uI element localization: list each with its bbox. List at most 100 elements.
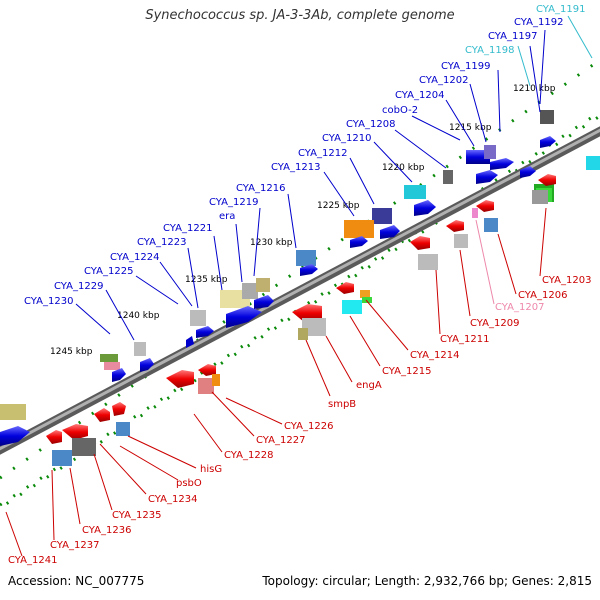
- top-gene-labels: CYA_1191 CYA_1192 CYA_1197 CYA_1198 CYA_…: [24, 4, 585, 307]
- gene-feature: [104, 362, 120, 370]
- gene-label: psbO: [176, 478, 202, 489]
- gene-label: CYA_1237: [50, 540, 99, 551]
- bottom-leader-lines: [5, 207, 547, 557]
- gene-feature: [404, 185, 426, 199]
- genome-backbone: [0, 126, 600, 455]
- gene-arrow: [62, 424, 88, 440]
- gene-arrow: [350, 236, 368, 248]
- gene-label: CYA_1203: [542, 275, 591, 286]
- gene-label: CYA_1236: [82, 525, 131, 536]
- gene-label: CYA_1219: [209, 197, 258, 208]
- gene-label: CYA_1226: [284, 421, 333, 432]
- gene-feature: [52, 450, 72, 466]
- gene-feature: [362, 297, 372, 303]
- gene-feature: [344, 220, 374, 238]
- kbp-tick-labels: 1210 kbp 1215 kbp 1220 kbp 1225 kbp 1230…: [50, 84, 556, 357]
- gene-arrow: [300, 264, 318, 276]
- gene-label: CYA_1216: [236, 183, 285, 194]
- tick-label: 1225 kbp: [317, 201, 360, 211]
- gene-arrow: [94, 408, 110, 422]
- gene-label: CYA_1241: [8, 555, 57, 566]
- gene-feature: [484, 218, 498, 232]
- gene-label: engA: [356, 380, 382, 391]
- top-leader-lines: [75, 15, 593, 341]
- gene-feature: [472, 208, 478, 218]
- gene-label: CYA_1223: [137, 237, 186, 248]
- gene-feature: [454, 234, 468, 248]
- gene-label: CYA_1207: [495, 302, 544, 313]
- gene-arrow: [490, 158, 514, 170]
- gene-arrow: [198, 364, 216, 376]
- gene-feature: [116, 422, 130, 436]
- gene-feature: [134, 342, 146, 356]
- gene-label: CYA_1227: [256, 435, 305, 446]
- gene-feature: [418, 254, 438, 270]
- gene-label: era: [219, 211, 235, 222]
- gene-label: CYA_1213: [271, 162, 320, 173]
- tick-label: 1240 kbp: [117, 311, 160, 321]
- gene-feature: [100, 354, 118, 362]
- gene-arrow: [0, 426, 30, 446]
- gene-feature: [586, 156, 600, 170]
- map-title: Synechococcus sp. JA-3-3Ab, complete gen…: [145, 8, 455, 23]
- gene-arrow: [112, 368, 126, 382]
- tick-label: 1235 kbp: [185, 275, 228, 285]
- gene-feature: [190, 310, 206, 326]
- gene-label: cobO-2: [382, 105, 418, 116]
- gene-feature: [443, 170, 453, 184]
- gene-arrow: [540, 136, 556, 148]
- gene-feature: [212, 374, 220, 386]
- gene-arrow: [446, 220, 464, 232]
- gene-label: CYA_1212: [298, 148, 347, 159]
- gene-label: CYA_1211: [440, 334, 489, 345]
- gene-label: CYA_1210: [322, 133, 371, 144]
- gene-arrow: [140, 358, 154, 372]
- gene-arrow: [336, 282, 354, 294]
- bottom-gene-labels: CYA_1203 CYA_1206 CYA_1207 CYA_1209 CYA_…: [8, 275, 591, 566]
- gene-feature: [256, 278, 270, 292]
- gene-feature: [0, 404, 26, 420]
- gene-label: CYA_1202: [419, 75, 468, 86]
- gene-feature: [532, 190, 548, 204]
- gene-arrow: [292, 304, 322, 322]
- gene-label: CYA_1197: [488, 31, 537, 42]
- gene-label: CYA_1199: [441, 61, 490, 72]
- gene-feature: [540, 110, 554, 124]
- gene-label: CYA_1214: [410, 350, 459, 361]
- gene-feature: [298, 328, 308, 340]
- gene-arrow: [476, 170, 498, 184]
- gene-arrow: [226, 306, 262, 328]
- gene-feature: [342, 300, 362, 314]
- gene-label: CYA_1215: [382, 366, 431, 377]
- reverse-strand-features: [46, 156, 600, 466]
- gene-label: CYA_1192: [514, 17, 563, 28]
- gene-label: CYA_1229: [54, 281, 103, 292]
- tick-label: 1210 kbp: [513, 84, 556, 94]
- genome-summary-text: Topology: circular; Length: 2,932,766 bp…: [262, 574, 592, 588]
- gene-arrow: [380, 225, 400, 239]
- tick-label: 1220 kbp: [382, 163, 425, 173]
- gene-arrow: [254, 295, 274, 309]
- gene-label: CYA_1198: [465, 45, 514, 56]
- tick-label: 1230 kbp: [250, 238, 293, 248]
- gene-label: CYA_1209: [470, 318, 519, 329]
- gene-label: CYA_1224: [110, 252, 159, 263]
- gene-label: CYA_1204: [395, 90, 444, 101]
- gene-feature: [372, 208, 392, 224]
- gene-arrow: [46, 430, 62, 444]
- gene-label: CYA_1191: [536, 4, 585, 15]
- gene-arrow: [414, 200, 436, 216]
- gene-arrow: [196, 326, 214, 338]
- tick-label: 1245 kbp: [50, 347, 93, 357]
- gene-arrow: [112, 402, 126, 416]
- accession-text: Accession: NC_007775: [8, 574, 145, 588]
- gene-label: smpB: [328, 399, 356, 410]
- gene-feature: [484, 145, 496, 159]
- gene-arrow: [520, 166, 536, 178]
- gene-feature: [296, 250, 316, 266]
- gene-feature: [198, 378, 214, 394]
- gene-label: CYA_1206: [518, 290, 567, 301]
- gene-label: CYA_1235: [112, 510, 161, 521]
